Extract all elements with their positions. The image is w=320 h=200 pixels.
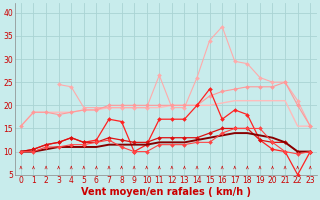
X-axis label: Vent moyen/en rafales ( km/h ): Vent moyen/en rafales ( km/h )	[81, 187, 251, 197]
